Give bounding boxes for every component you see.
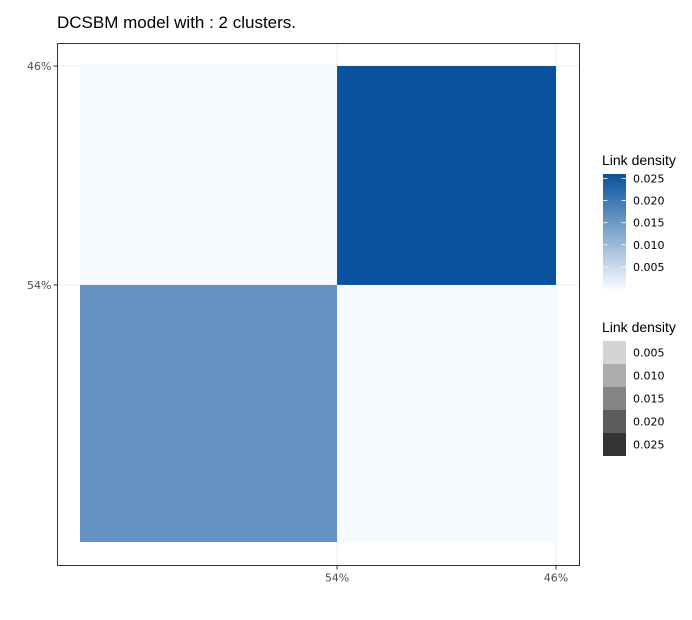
heatmap-cell	[337, 66, 556, 285]
axes: 54% 46% 46% 54%	[27, 60, 568, 585]
colorbar-label: 0.015	[633, 217, 665, 230]
x-tick-label: 54%	[325, 572, 349, 585]
chart-title: DCSBM model with : 2 clusters.	[57, 13, 297, 32]
heatmap-cell	[80, 284, 338, 542]
colorbar-label: 0.020	[633, 195, 665, 208]
colorbar-label: 0.025	[633, 172, 665, 185]
legend-key-label: 0.005	[633, 347, 665, 360]
legend-key-label: 0.020	[633, 416, 665, 429]
legend-title: Link density	[602, 319, 676, 335]
x-tick-label: 46%	[544, 572, 568, 585]
legends: Link density 0.025 0.020 0.015 0.010 0.005 Lin…	[602, 152, 676, 456]
plot-panel-border	[57, 43, 580, 566]
legend-key	[603, 410, 626, 433]
colorbar-label: 0.005	[633, 261, 665, 274]
heatmap-cells	[80, 66, 556, 542]
colorbar-label: 0.010	[633, 239, 665, 252]
colorbar	[603, 174, 626, 289]
legend-key	[603, 433, 626, 456]
legend-key	[603, 341, 626, 364]
heatmap-cell	[337, 284, 556, 542]
legend-key	[603, 387, 626, 410]
heatmap-cell	[80, 66, 338, 285]
y-tick-label: 46%	[27, 60, 51, 73]
legend-key	[603, 364, 626, 387]
legend-title: Link density	[602, 152, 676, 168]
legend-key-label: 0.010	[633, 370, 665, 383]
y-tick-label: 54%	[27, 279, 51, 292]
legend-key-label: 0.015	[633, 393, 665, 406]
legend-key-label: 0.025	[633, 439, 665, 452]
